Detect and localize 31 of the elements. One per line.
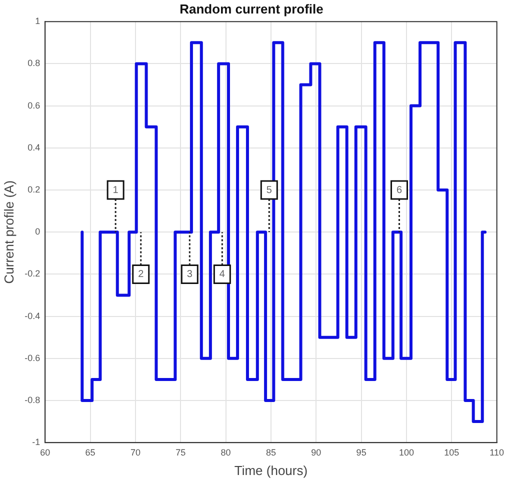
y-tick-label: -1 xyxy=(32,437,40,448)
annotation: 4 xyxy=(219,268,226,280)
x-tick-label: 110 xyxy=(490,447,504,458)
x-tick-label: 70 xyxy=(130,447,140,458)
x-tick-label: 75 xyxy=(176,447,186,458)
chart-title: Random current profile xyxy=(180,1,324,16)
x-tick-label: 65 xyxy=(85,447,96,458)
x-axis-title: Time (hours) xyxy=(234,462,308,478)
annotation: 1 xyxy=(112,184,119,196)
annotation: 3 xyxy=(186,268,193,280)
y-tick-label: -0.4 xyxy=(24,310,40,321)
y-tick-label: 0.4 xyxy=(28,142,40,152)
annotation: 6 xyxy=(396,184,402,196)
x-tick-label: 95 xyxy=(356,447,366,458)
x-tick-label: 60 xyxy=(40,447,50,458)
x-tick-label: 90 xyxy=(311,447,322,458)
y-tick-label: 0.8 xyxy=(28,58,40,68)
y-tick-label: -0.2 xyxy=(24,268,40,279)
y-tick-label: -0.8 xyxy=(24,394,40,405)
x-tick-label: 100 xyxy=(398,447,414,458)
y-tick-label: -0.6 xyxy=(24,352,40,363)
y-axis-title: Current profile (A) xyxy=(1,180,16,284)
annotation: 2 xyxy=(138,268,144,280)
y-tick-label: 0.2 xyxy=(28,184,40,194)
x-tick-label: 85 xyxy=(266,447,276,458)
y-tick-label: 1 xyxy=(35,16,40,26)
y-tick-label: 0.6 xyxy=(28,100,40,110)
x-tick-label: 105 xyxy=(444,447,460,458)
y-tick-label: 0 xyxy=(35,226,40,237)
annotation: 5 xyxy=(266,184,272,196)
x-tick-label: 80 xyxy=(220,447,231,458)
